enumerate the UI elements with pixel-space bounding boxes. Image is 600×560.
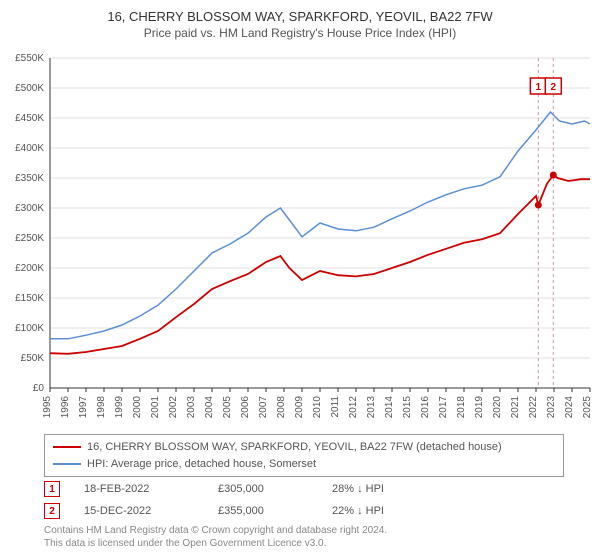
svg-text:£250K: £250K bbox=[15, 233, 44, 244]
legend-item-property: 16, CHERRY BLOSSOM WAY, SPARKFORD, YEOVI… bbox=[53, 439, 555, 456]
svg-text:2014: 2014 bbox=[384, 396, 395, 419]
svg-text:1: 1 bbox=[536, 82, 542, 93]
svg-text:£400K: £400K bbox=[15, 143, 44, 154]
footer-attribution: Contains HM Land Registry data © Crown c… bbox=[44, 524, 387, 550]
svg-text:1999: 1999 bbox=[114, 396, 125, 419]
svg-text:£550K: £550K bbox=[15, 53, 44, 64]
chart-container: 16, CHERRY BLOSSOM WAY, SPARKFORD, YEOVI… bbox=[0, 0, 600, 560]
svg-text:2002: 2002 bbox=[168, 396, 179, 419]
svg-text:£450K: £450K bbox=[15, 113, 44, 124]
svg-text:£100K: £100K bbox=[15, 323, 44, 334]
svg-text:2004: 2004 bbox=[204, 396, 215, 419]
chart-plot: £0 £50K £100K £150K £200K £250K £300K £350K £400… bbox=[0, 48, 600, 428]
svg-text:£50K: £50K bbox=[21, 353, 45, 364]
svg-text:2015: 2015 bbox=[402, 396, 413, 419]
svg-text:2012: 2012 bbox=[348, 396, 359, 419]
svg-text:1995: 1995 bbox=[42, 396, 53, 419]
svg-text:£200K: £200K bbox=[15, 263, 44, 274]
svg-text:2013: 2013 bbox=[366, 396, 377, 419]
svg-text:2010: 2010 bbox=[312, 396, 323, 419]
marker-price: £305,000 bbox=[218, 483, 308, 495]
svg-text:2000: 2000 bbox=[132, 396, 143, 419]
legend: 16, CHERRY BLOSSOM WAY, SPARKFORD, YEOVI… bbox=[44, 434, 564, 477]
svg-text:2006: 2006 bbox=[240, 396, 251, 419]
legend-swatch bbox=[53, 463, 81, 465]
svg-text:£350K: £350K bbox=[15, 173, 44, 184]
marker-delta: 22% ↓ HPI bbox=[332, 505, 422, 517]
svg-text:2011: 2011 bbox=[330, 396, 341, 418]
line-chart-svg: £0 £50K £100K £150K £200K £250K £300K £350K £400… bbox=[0, 48, 600, 428]
svg-text:2007: 2007 bbox=[258, 396, 269, 419]
svg-text:2009: 2009 bbox=[294, 396, 305, 419]
legend-label: HPI: Average price, detached house, Some… bbox=[87, 456, 316, 473]
marker-table: 1 18-FEB-2022 £305,000 28% ↓ HPI 2 15-DE… bbox=[44, 478, 564, 522]
svg-text:£0: £0 bbox=[33, 383, 45, 394]
legend-item-hpi: HPI: Average price, detached house, Some… bbox=[53, 456, 555, 473]
svg-text:2016: 2016 bbox=[420, 396, 431, 419]
svg-text:2024: 2024 bbox=[564, 396, 575, 419]
marker-date: 15-DEC-2022 bbox=[84, 505, 194, 517]
legend-label: 16, CHERRY BLOSSOM WAY, SPARKFORD, YEOVI… bbox=[87, 439, 502, 456]
svg-text:2005: 2005 bbox=[222, 396, 233, 419]
svg-text:2022: 2022 bbox=[528, 396, 539, 419]
svg-text:2025: 2025 bbox=[582, 396, 593, 419]
marker-row: 1 18-FEB-2022 £305,000 28% ↓ HPI bbox=[44, 478, 564, 500]
svg-text:2003: 2003 bbox=[186, 396, 197, 419]
marker-index-box: 1 bbox=[44, 481, 60, 497]
svg-text:£300K: £300K bbox=[15, 203, 44, 214]
svg-text:2019: 2019 bbox=[474, 396, 485, 419]
marker-row: 2 15-DEC-2022 £355,000 22% ↓ HPI bbox=[44, 500, 564, 522]
svg-text:1997: 1997 bbox=[78, 396, 89, 419]
footer-line: Contains HM Land Registry data © Crown c… bbox=[44, 524, 387, 537]
footer-line: This data is licensed under the Open Gov… bbox=[44, 537, 387, 550]
svg-text:2023: 2023 bbox=[546, 396, 557, 419]
marker-date: 18-FEB-2022 bbox=[84, 483, 194, 495]
marker-index-box: 2 bbox=[44, 503, 60, 519]
marker-price: £355,000 bbox=[218, 505, 308, 517]
chart-subtitle: Price paid vs. HM Land Registry's House … bbox=[0, 26, 600, 44]
svg-text:2020: 2020 bbox=[492, 396, 503, 419]
marker-delta: 28% ↓ HPI bbox=[332, 483, 422, 495]
svg-text:1996: 1996 bbox=[60, 396, 71, 419]
svg-text:2008: 2008 bbox=[276, 396, 287, 419]
legend-swatch bbox=[53, 446, 81, 448]
svg-text:£500K: £500K bbox=[15, 83, 44, 94]
svg-text:1998: 1998 bbox=[96, 396, 107, 419]
svg-text:2018: 2018 bbox=[456, 396, 467, 419]
svg-text:£150K: £150K bbox=[15, 293, 44, 304]
svg-text:2001: 2001 bbox=[150, 396, 161, 419]
svg-text:2: 2 bbox=[550, 82, 556, 93]
chart-title: 16, CHERRY BLOSSOM WAY, SPARKFORD, YEOVI… bbox=[0, 0, 600, 26]
svg-text:2017: 2017 bbox=[438, 396, 449, 419]
svg-text:2021: 2021 bbox=[510, 396, 521, 419]
